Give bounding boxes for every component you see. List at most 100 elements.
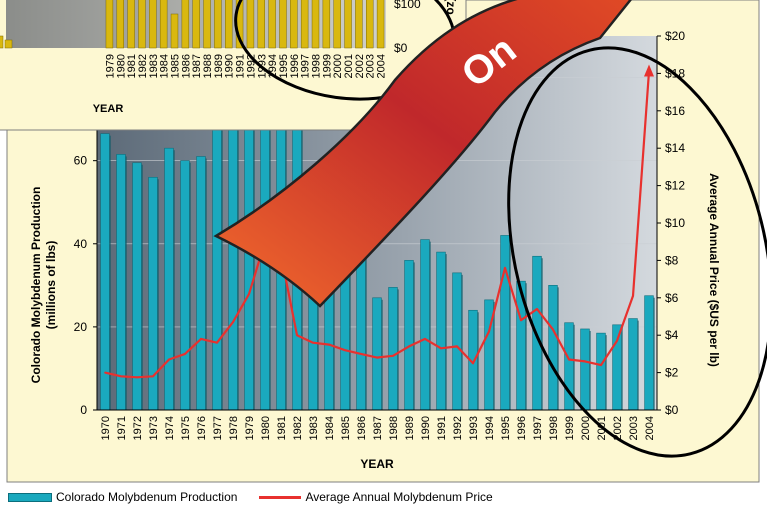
x-tick-label: 1993	[468, 416, 480, 440]
price-point	[552, 328, 554, 331]
price-point	[616, 340, 618, 342]
inset-bar	[149, 0, 157, 49]
price-point	[568, 358, 570, 361]
inset-bar	[376, 0, 385, 49]
x-tick-label: 2002	[612, 416, 624, 440]
inset-x-tick-label: 1989	[213, 54, 225, 78]
price-point	[440, 347, 442, 350]
inset-bar	[225, 0, 233, 49]
x-tick-label: 2000	[580, 416, 592, 440]
inset-bar	[311, 0, 320, 49]
inset-bar	[268, 0, 276, 49]
x-tick-label: 1980	[260, 416, 272, 440]
y2-tick-label: $20	[665, 29, 685, 43]
production-bar	[404, 260, 414, 411]
inset-x-axis-title: YEAR	[93, 103, 124, 115]
legend-line-swatch	[259, 495, 302, 499]
x-tick-label: 1970	[100, 416, 112, 440]
legend-bar-swatch	[8, 492, 52, 502]
annotation-ellipse-recent-price	[507, 46, 767, 458]
price-point	[232, 321, 234, 323]
price-point	[120, 375, 122, 378]
x-tick-label: 1995	[500, 416, 512, 440]
y2-tick-label: $0	[665, 403, 679, 417]
production-bar	[212, 98, 222, 411]
x-tick-label: 1984	[324, 416, 336, 440]
x-axis-title: YEAR	[360, 457, 394, 471]
inset-x-tick-label: 1996	[289, 54, 301, 78]
x-tick-label: 1979	[244, 416, 256, 440]
production-bar	[116, 154, 126, 411]
x-tick-label: 1998	[548, 416, 560, 440]
inset-bar	[366, 0, 374, 49]
price-point	[584, 360, 586, 363]
inset-x-tick-label: 1986	[180, 54, 192, 78]
x-tick-label: 1981	[276, 416, 288, 440]
inset-bar	[192, 0, 200, 49]
inset-x-tick-label: 1981	[126, 54, 138, 78]
x-tick-label: 1971	[116, 416, 128, 440]
legend: Colorado Molybdenum Production Average A…	[8, 489, 515, 505]
axes: 020406080$0$2$4$6$8$10$12$14$16$18$20197…	[74, 29, 686, 440]
y-tick-label: 0	[80, 403, 87, 417]
inset-y-axis-fragment: (zo	[444, 0, 458, 15]
x-tick-label: 1991	[436, 416, 448, 440]
inset-x-tick-label: 2004	[376, 54, 388, 78]
y2-tick-label: $10	[665, 216, 685, 230]
y2-tick-label: $16	[665, 104, 685, 118]
production-bar	[372, 297, 382, 411]
inset-bar	[105, 0, 114, 49]
x-tick-label: 1997	[532, 416, 544, 440]
inset-bar	[300, 0, 309, 49]
inset-bar	[257, 0, 265, 49]
price-point	[216, 341, 218, 344]
inset-bar	[333, 0, 341, 49]
inset-x-tick-label: 1997	[300, 54, 312, 78]
price-point	[360, 353, 362, 355]
x-tick-label: 1975	[180, 416, 192, 440]
legend-label-production: Colorado Molybdenum Production	[56, 490, 238, 504]
y2-axis-title: Average Annual Price ($US per lb)	[707, 173, 721, 367]
x-tick-label: 1996	[516, 416, 528, 440]
y-tick-label: 60	[74, 154, 88, 168]
x-tick-label: 1982	[292, 416, 304, 440]
y2-tick-label: $12	[665, 179, 685, 193]
inset-bar	[159, 0, 168, 49]
price-point	[328, 343, 330, 346]
price-arrowhead	[644, 64, 654, 77]
inset-x-tick-label: 1999	[321, 54, 333, 78]
price-point	[152, 375, 154, 378]
production-bar	[580, 328, 590, 411]
production-bar	[420, 239, 430, 411]
inset-x-tick-label: 1998	[311, 54, 323, 78]
price-point	[424, 338, 426, 340]
x-tick-label: 2003	[628, 416, 640, 440]
price-point	[456, 345, 458, 348]
y-tick-label: 40	[74, 237, 88, 251]
inset-bar	[127, 0, 135, 49]
inset-bar	[344, 0, 352, 49]
x-tick-label: 1974	[164, 416, 176, 440]
inset-x-tick-label: 2000	[332, 54, 344, 78]
inset-x-tick-label: 1979	[104, 54, 116, 78]
price-line-group	[104, 64, 654, 379]
y2-tick-label: $14	[665, 141, 685, 155]
y2-tick-label: $4	[665, 328, 679, 342]
y-axis-title-line1: Colorado Molybdenum Production	[29, 187, 43, 384]
inset-bar	[214, 0, 222, 49]
x-tick-label: 1985	[340, 416, 352, 440]
price-point	[184, 353, 186, 355]
price-point	[248, 293, 250, 295]
price-point	[472, 362, 474, 365]
inset-x-tick-label: 1985	[170, 54, 182, 78]
price-point	[200, 338, 202, 340]
curved-arrow-annotation: On	[213, 0, 633, 308]
legend-item-price: Average Annual Molybdenum Price	[259, 490, 493, 504]
inset-tick-0: $0	[394, 41, 408, 55]
production-bar	[132, 162, 142, 411]
price-point	[392, 354, 394, 357]
inset-x-tick-label: 2001	[343, 54, 355, 78]
price-point	[600, 364, 602, 366]
price-point	[168, 358, 170, 361]
